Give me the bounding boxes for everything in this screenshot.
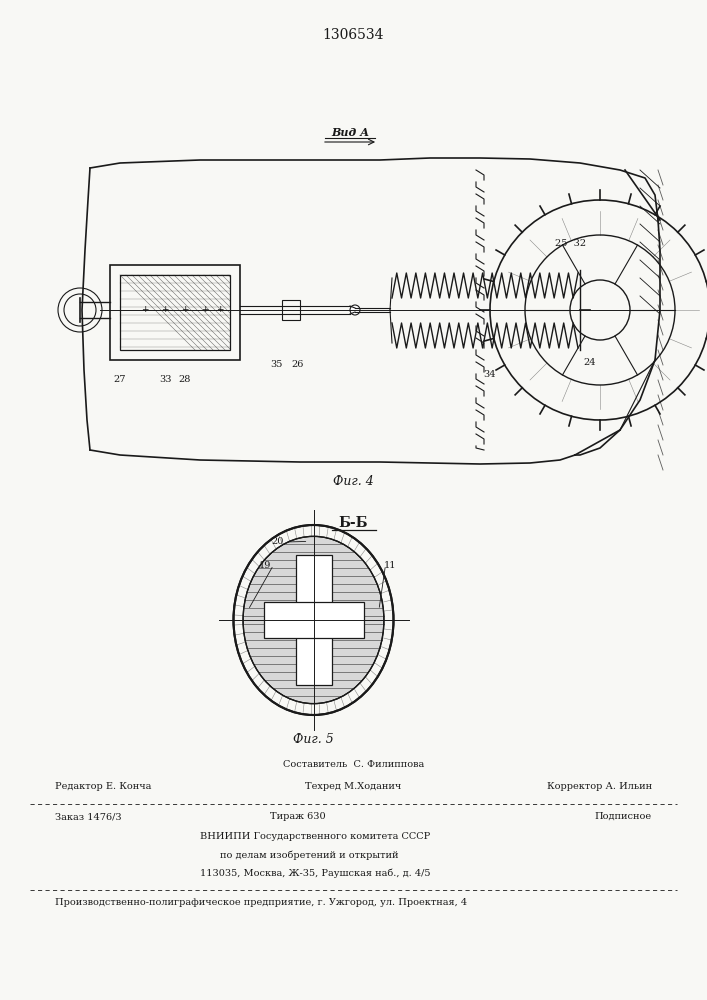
Bar [264, 602, 363, 638]
Text: Заказ 1476/3: Заказ 1476/3 [55, 812, 122, 821]
Text: Подписное: Подписное [595, 812, 652, 821]
Text: 25  32: 25 32 [556, 239, 587, 248]
Text: Фиг. 5: Фиг. 5 [293, 733, 334, 746]
Text: 20: 20 [271, 538, 284, 546]
Ellipse shape [233, 525, 394, 715]
Text: Техред М.Ходанич: Техред М.Ходанич [305, 782, 402, 791]
Text: Б-Б: Б-Б [339, 516, 368, 530]
Text: ВНИИПИ Государственного комитета СССР: ВНИИПИ Государственного комитета СССР [200, 832, 431, 841]
Bar [296, 555, 332, 685]
Text: Вид А: Вид А [331, 127, 369, 138]
Text: Тираж 630: Тираж 630 [270, 812, 326, 821]
Bar [296, 555, 332, 685]
Text: Составитель  С. Филиппова: Составитель С. Филиппова [283, 760, 424, 769]
Text: по делам изобретений и открытий: по делам изобретений и открытий [220, 850, 399, 859]
Text: 27: 27 [114, 375, 127, 384]
Bar [264, 602, 363, 638]
Circle shape [350, 305, 360, 315]
Text: Корректор А. Ильин: Корректор А. Ильин [547, 782, 652, 791]
Text: Фиг. 4: Фиг. 4 [333, 475, 374, 488]
Text: 113035, Москва, Ж-35, Раушская наб., д. 4/5: 113035, Москва, Ж-35, Раушская наб., д. … [200, 868, 431, 878]
Text: +: + [161, 306, 169, 314]
Text: 33: 33 [159, 375, 171, 384]
Ellipse shape [244, 537, 383, 703]
Bar [120, 275, 230, 350]
Text: Редактор Е. Конча: Редактор Е. Конча [55, 782, 151, 791]
Text: +: + [216, 306, 223, 314]
Text: 19: 19 [259, 560, 271, 570]
Text: 26: 26 [292, 360, 304, 369]
Bar [110, 265, 240, 360]
Text: 35: 35 [270, 360, 282, 369]
Text: 34: 34 [484, 370, 496, 379]
Text: +: + [141, 306, 148, 314]
Text: +: + [201, 306, 209, 314]
Text: +: + [181, 306, 189, 314]
Text: 24: 24 [584, 358, 596, 367]
Text: Производственно-полиграфическое предприятие, г. Ужгород, ул. Проектная, 4: Производственно-полиграфическое предприя… [55, 898, 467, 907]
Bar [282, 300, 300, 320]
Text: 1306534: 1306534 [323, 28, 384, 42]
Text: 28: 28 [179, 375, 191, 384]
Text: 11: 11 [383, 560, 396, 570]
